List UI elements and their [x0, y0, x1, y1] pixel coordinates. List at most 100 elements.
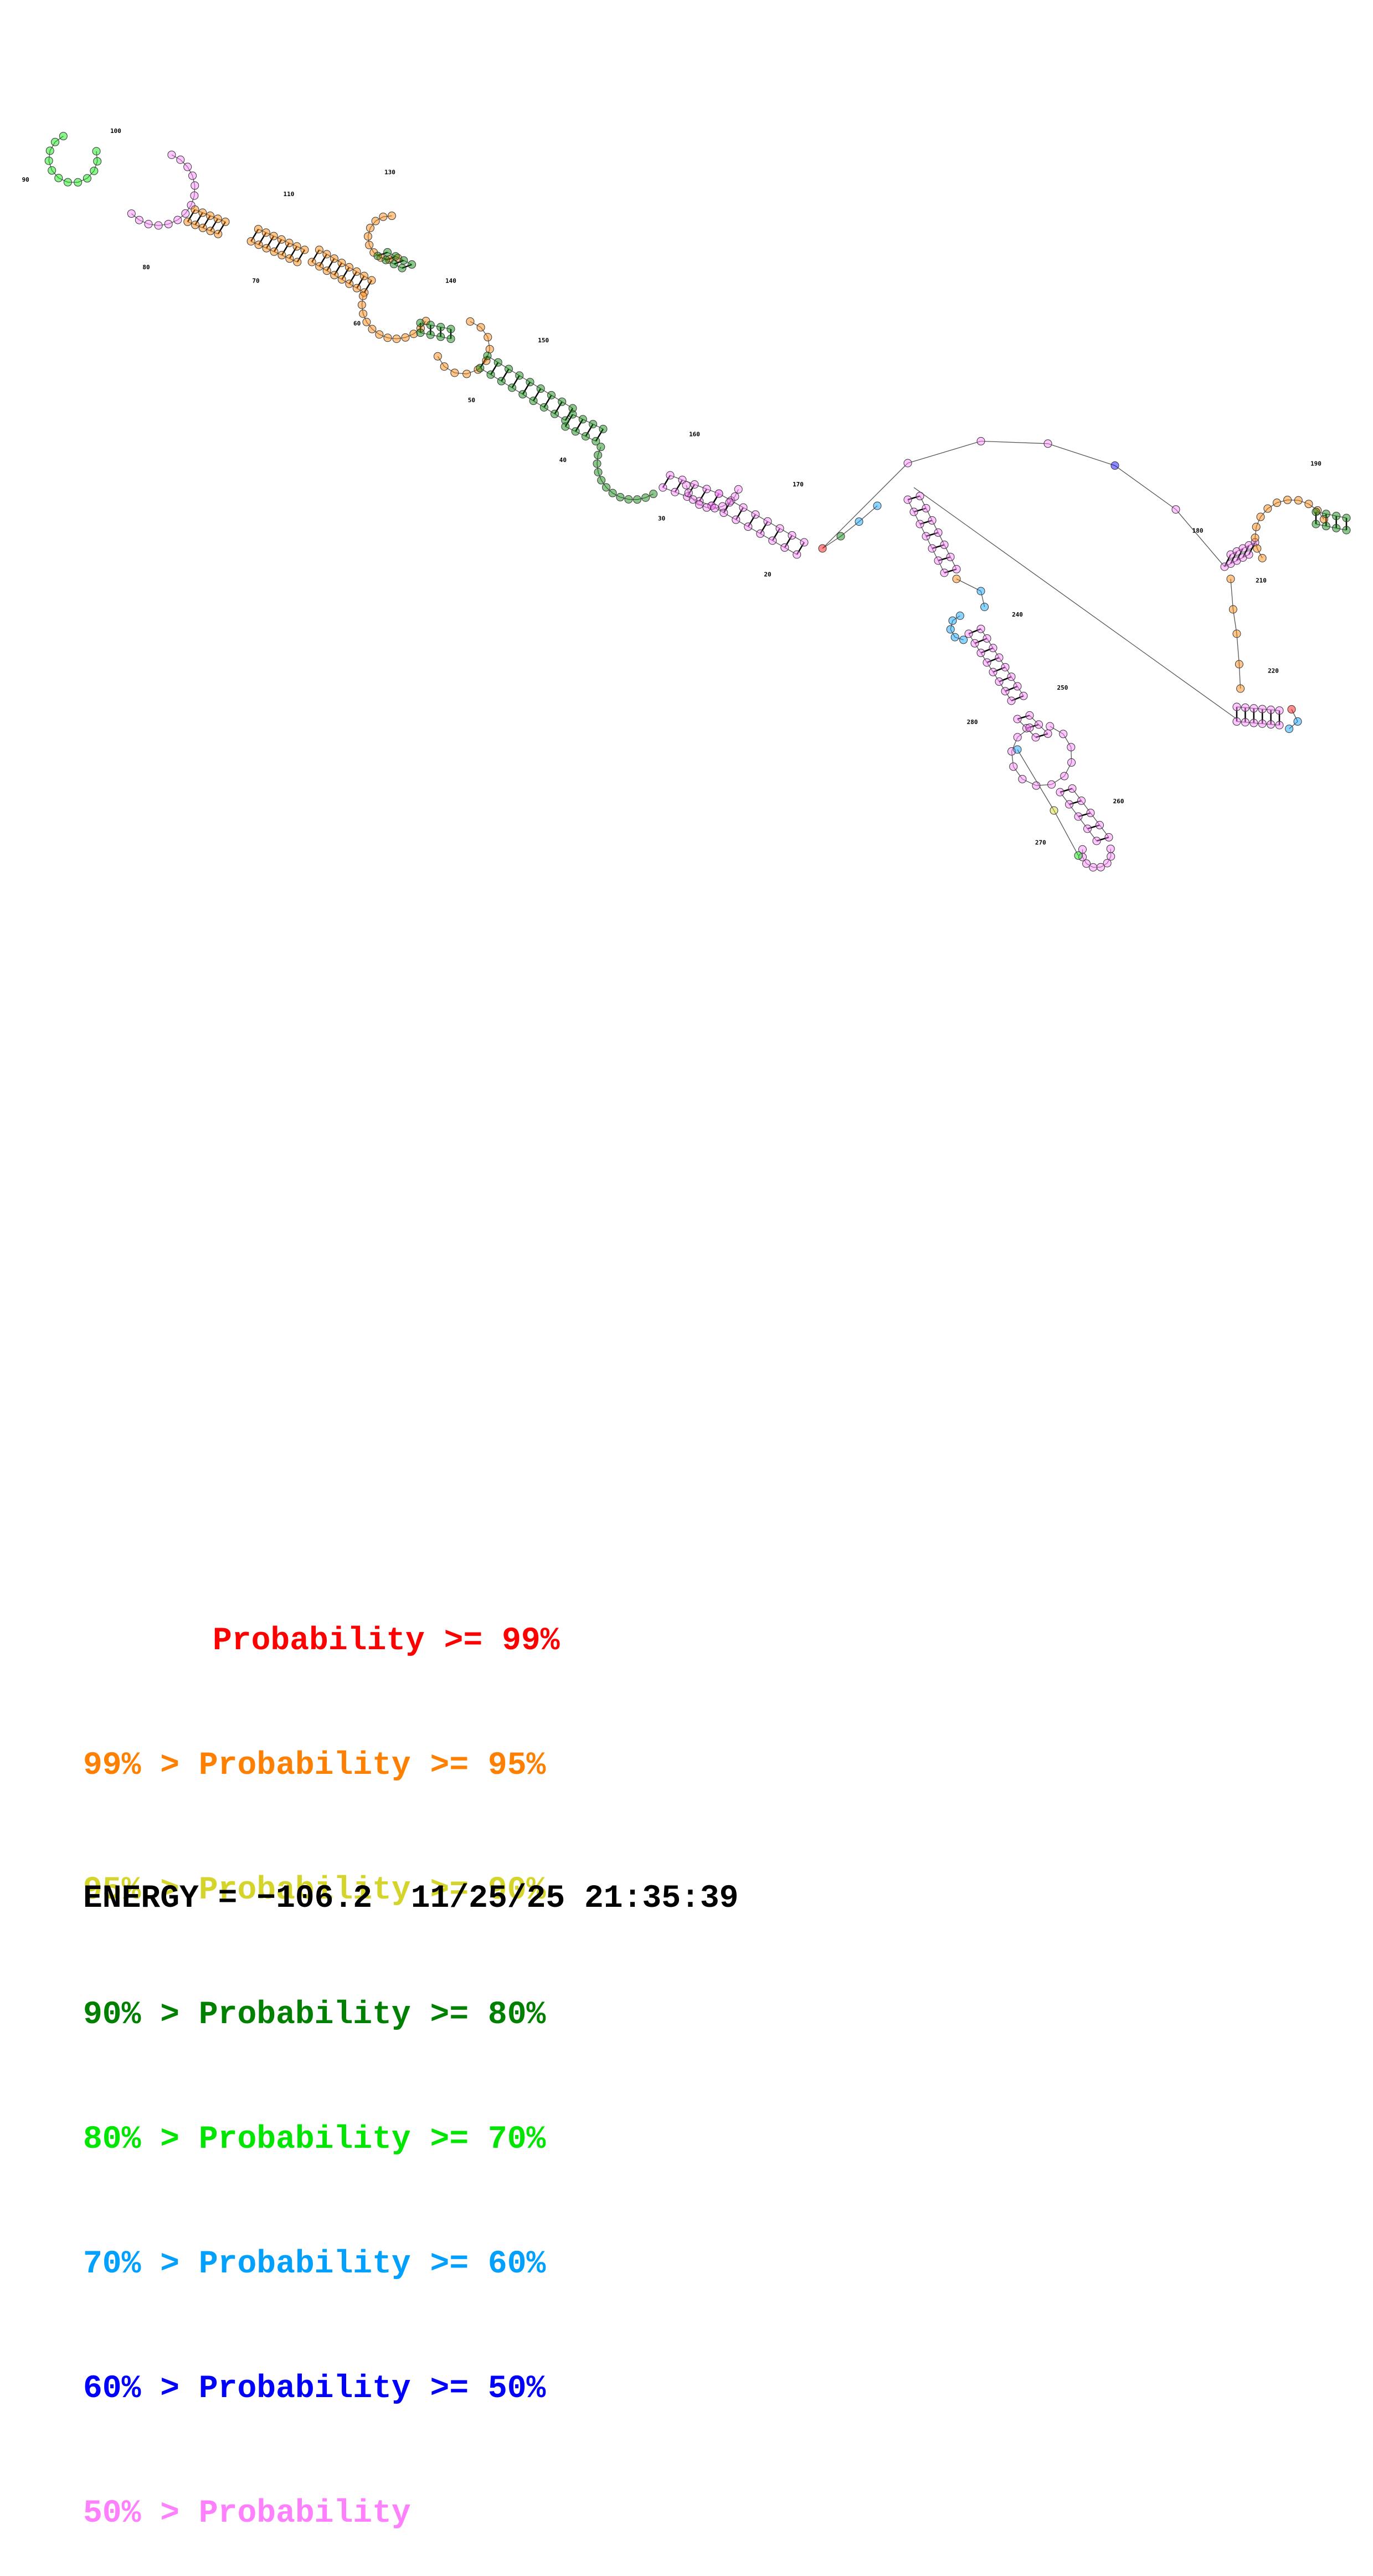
nucleotide	[497, 377, 505, 385]
backbone-line	[1115, 465, 1176, 509]
nucleotide	[1067, 743, 1075, 751]
nucleotide	[440, 363, 448, 371]
nucleotide	[582, 433, 589, 440]
nucleotide	[1233, 630, 1241, 638]
nucleotide	[719, 502, 727, 510]
nucleotide	[402, 333, 409, 341]
nucleotide	[983, 634, 991, 642]
nucleotide	[447, 325, 455, 333]
nucleotide	[184, 163, 192, 171]
backbone-line	[1237, 634, 1239, 664]
nucleotide	[769, 537, 777, 545]
nucleotide	[951, 633, 959, 641]
nucleotide	[1233, 703, 1241, 711]
nucleotide	[345, 263, 353, 271]
nucleotide	[330, 255, 338, 263]
nucleotide	[1026, 711, 1033, 719]
nucleotide	[1284, 496, 1292, 504]
nucleotide	[338, 259, 346, 267]
position-label: 160	[689, 431, 700, 438]
nucleotide	[323, 250, 331, 258]
nucleotide	[222, 218, 229, 225]
nucleotide	[400, 256, 408, 264]
nucleotide	[64, 178, 71, 186]
nucleotide	[916, 492, 924, 500]
nucleotide	[1001, 687, 1009, 695]
position-label: 240	[1012, 611, 1023, 618]
nucleotide	[1050, 807, 1058, 814]
nucleotide	[1343, 526, 1350, 534]
nucleotide	[947, 553, 954, 561]
nucleotide	[666, 471, 674, 479]
position-label: 140	[445, 277, 456, 284]
nucleotide	[484, 333, 492, 341]
nucleotide	[995, 654, 1003, 661]
nucleotide	[48, 167, 56, 175]
nucleotide	[1044, 440, 1052, 448]
nucleotide	[308, 258, 316, 266]
nucleotide	[1061, 772, 1068, 780]
nucleotide	[609, 489, 616, 497]
nucleotide	[956, 612, 964, 619]
nucleotide	[1087, 809, 1094, 817]
nucleotide	[855, 518, 863, 526]
nucleotide	[691, 481, 698, 489]
nucleotide	[408, 260, 416, 268]
nucleotide	[94, 157, 101, 165]
nucleotide	[1305, 500, 1313, 508]
nucleotide	[633, 496, 641, 504]
nucleotide	[1312, 508, 1320, 516]
nucleotide	[360, 272, 368, 280]
nucleotide	[752, 511, 759, 519]
nucleotide	[1285, 725, 1293, 733]
nucleotide	[650, 490, 657, 498]
nucleotide	[145, 220, 152, 228]
energy-value: −106.2	[256, 1881, 372, 1917]
position-label: 150	[538, 337, 549, 344]
nucleotide	[1322, 510, 1330, 518]
nucleotide	[1111, 461, 1119, 469]
nucleotide	[526, 378, 534, 386]
nucleotide	[199, 209, 207, 217]
nucleotide	[437, 323, 445, 331]
nucleotide	[757, 530, 764, 537]
nucleotide	[572, 428, 579, 435]
nucleotide	[1258, 720, 1266, 727]
nucleotide	[1097, 863, 1104, 871]
nucleotide	[579, 415, 587, 423]
nucleotide	[594, 451, 602, 459]
legend-label: Probability >= 60%	[199, 2246, 546, 2282]
nucleotide	[593, 460, 601, 468]
nucleotide	[1093, 837, 1101, 845]
nucleotide	[1251, 534, 1259, 542]
nucleotide	[382, 256, 390, 264]
nucleotide	[1343, 514, 1350, 522]
nucleotide	[46, 147, 54, 155]
nucleotide	[548, 391, 556, 399]
nucleotide	[1046, 722, 1054, 730]
nucleotide	[1032, 733, 1040, 741]
nucleotide	[696, 501, 703, 509]
nucleotide	[904, 496, 912, 504]
nucleotide	[910, 508, 918, 516]
position-label: 20	[764, 571, 771, 578]
nucleotide	[597, 443, 605, 451]
nucleotide	[1267, 706, 1275, 714]
nucleotide	[1333, 524, 1340, 532]
nucleotide	[199, 224, 207, 232]
nucleotide	[437, 333, 445, 341]
nucleotide	[270, 232, 277, 240]
nucleotide	[316, 263, 323, 270]
nucleotide	[598, 476, 605, 484]
nucleotide	[177, 156, 184, 163]
position-label: 170	[793, 481, 804, 488]
backbone-line	[1048, 444, 1115, 466]
position-label: 110	[283, 191, 294, 198]
nucleotide	[732, 516, 740, 524]
nucleotide	[1026, 724, 1033, 732]
nucleotide	[1007, 673, 1015, 681]
legend-row-p99: Probability >= 99%	[83, 1620, 560, 1662]
nucleotide	[379, 213, 387, 220]
nucleotide	[278, 252, 286, 259]
nucleotide	[191, 182, 199, 189]
